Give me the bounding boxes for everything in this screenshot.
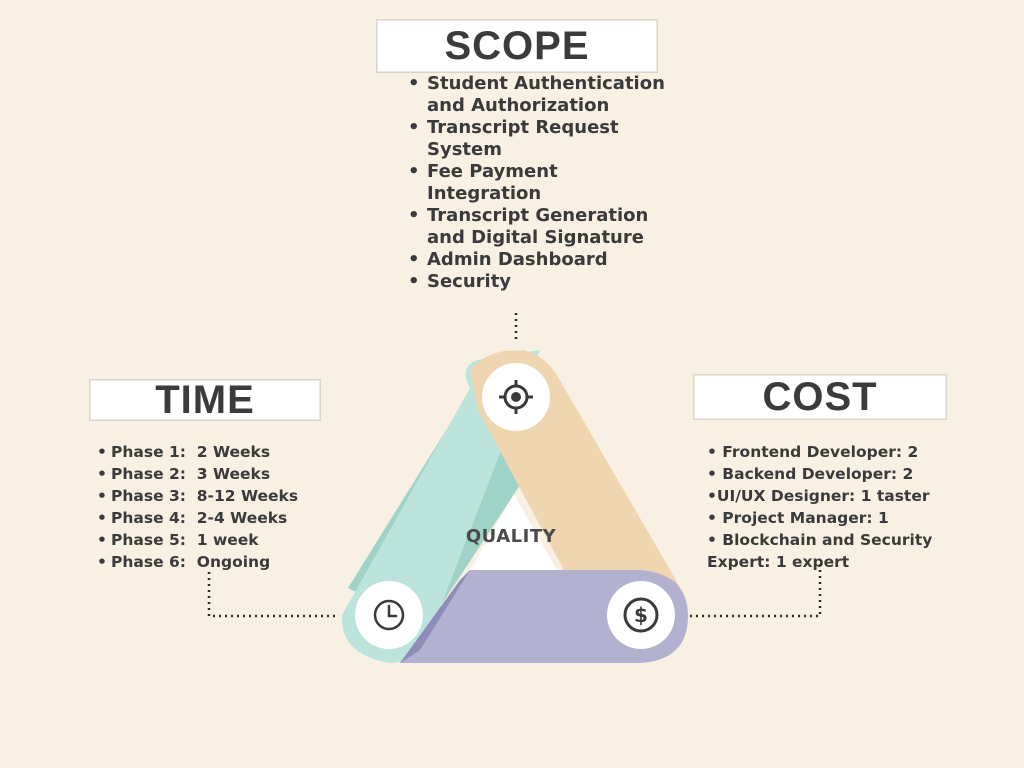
scope-item: Admin Dashboard <box>408 249 668 271</box>
time-list: Phase 1: 2 Weeks Phase 2: 3 Weeks Phase … <box>97 441 337 573</box>
cost-title: COST <box>693 374 947 420</box>
cost-item: Expert: 1 expert <box>707 553 850 571</box>
scope-item: Student Authentication and Authorization <box>408 73 668 117</box>
cost-item: • Frontend Developer: 2 <box>707 443 919 461</box>
cost-item: • Backend Developer: 2 <box>707 465 914 483</box>
cost-list: • Frontend Developer: 2 • Backend Develo… <box>707 441 967 573</box>
scope-list: Student Authentication and Authorization… <box>408 73 668 293</box>
cost-connector <box>690 562 822 618</box>
time-item: Phase 4: 2-4 Weeks <box>97 507 337 529</box>
time-title: TIME <box>89 378 321 422</box>
scope-item: Security <box>408 271 668 293</box>
svg-text:$: $ <box>634 603 648 627</box>
scope-item: Transcript Request System <box>408 117 668 161</box>
quality-label: QUALITY <box>466 526 557 547</box>
scope-item: Fee Payment Integration <box>408 161 668 205</box>
connector-lines <box>207 313 822 618</box>
time-item: Phase 3: 8-12 Weeks <box>97 485 337 507</box>
time-item: Phase 6: Ongoing <box>97 551 337 573</box>
cost-item: • Blockchain and Security <box>707 531 933 549</box>
dollar-icon: $ <box>607 581 675 649</box>
cost-item: •UI/UX Designer: 1 taster <box>707 487 930 505</box>
target-icon <box>482 363 550 431</box>
time-item: Phase 2: 3 Weeks <box>97 463 337 485</box>
scope-item: Transcript Generation and Digital Signat… <box>408 205 668 249</box>
clock-icon <box>355 581 423 649</box>
inner-triangle <box>470 494 557 570</box>
time-connector <box>207 572 336 618</box>
time-item: Phase 1: 2 Weeks <box>97 441 337 463</box>
time-item: Phase 5: 1 week <box>97 529 337 551</box>
scope-title: SCOPE <box>376 19 658 73</box>
cost-item: • Project Manager: 1 <box>707 509 889 527</box>
